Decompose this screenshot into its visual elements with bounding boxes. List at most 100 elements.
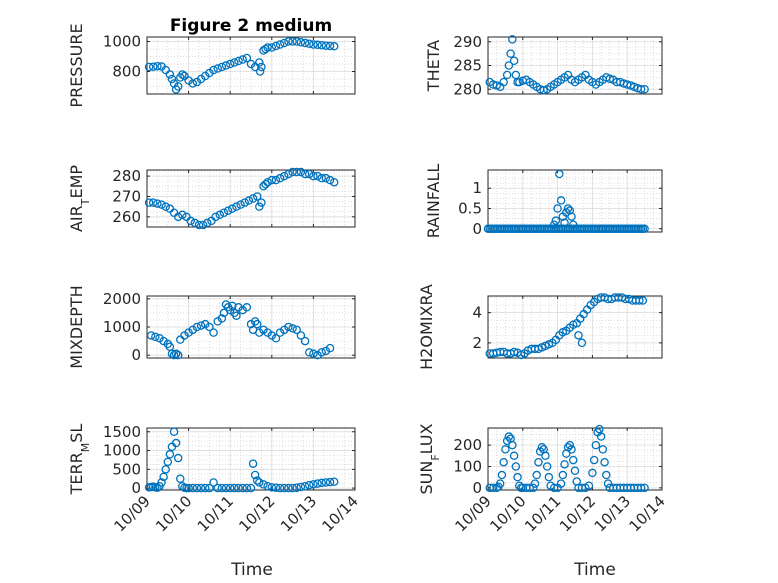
figure-title: Figure 2 medium [170, 16, 332, 36]
data-point [196, 321, 206, 330]
data-point [292, 325, 302, 335]
data-point [304, 480, 314, 490]
data-point [234, 483, 243, 493]
data-point [508, 440, 517, 450]
data-point [304, 39, 314, 49]
data-point [309, 480, 318, 489]
data-point [148, 62, 158, 71]
subplot-4: 0 0.5 1 RAINFALL [424, 164, 663, 239]
data-point [542, 462, 552, 471]
data-point [530, 479, 540, 488]
y-axis-label: AIRTEMP [67, 165, 92, 232]
data-point [225, 59, 235, 69]
y-tick-label: 100 [453, 457, 482, 475]
data-point [292, 37, 302, 46]
data-point [271, 175, 281, 185]
y-tick-label: 0.5 [458, 199, 482, 217]
y-axis-label-subscript: F [429, 454, 442, 460]
data-point [173, 350, 183, 360]
data-point [184, 483, 193, 493]
y-axis-label-part: PRESSURE [67, 23, 86, 107]
data-point [525, 483, 535, 493]
data-point [221, 483, 231, 493]
y-axis-label-subscript: T [79, 198, 92, 206]
y-tick-label: 0 [472, 479, 482, 497]
data-point [255, 67, 265, 76]
data-point [528, 483, 538, 493]
data-point [288, 37, 297, 46]
data-point [169, 350, 179, 360]
data-point [171, 438, 181, 448]
data-point [200, 483, 210, 493]
y-axis-label: THETA [424, 40, 443, 92]
data-point [636, 85, 646, 94]
data-point [271, 483, 281, 492]
data-point [513, 472, 522, 482]
data-point [325, 41, 335, 51]
data-point [167, 74, 177, 84]
data-point [205, 483, 214, 493]
y-axis-label: H2OMIXRA [417, 284, 436, 370]
y-axis-label-part: RAINFALL [424, 164, 443, 239]
data-point [259, 480, 268, 489]
y-axis-label-part: AIR [67, 205, 86, 232]
data-point [300, 169, 310, 179]
data-point [565, 206, 575, 215]
data-point [497, 470, 507, 480]
data-point [502, 70, 512, 80]
subplot-5: 0 1000 2000 MIXDEPTH [67, 285, 356, 369]
data-point [255, 202, 264, 211]
y-axis-label-part: SUN [417, 461, 436, 495]
data-point [638, 296, 648, 305]
y-tick-label: 290 [453, 33, 482, 51]
data-point [161, 65, 170, 75]
data-point [589, 455, 599, 465]
data-point [304, 348, 314, 357]
data-point [242, 483, 252, 493]
data-point [541, 451, 550, 461]
data-point [157, 478, 166, 487]
data-point [163, 457, 173, 467]
x-axis-label-left: Time [230, 560, 273, 580]
data-point [173, 453, 183, 463]
data-series [485, 35, 649, 95]
x-axis-label-right: Time [573, 560, 616, 580]
data-point [549, 483, 559, 493]
data-point [300, 481, 310, 491]
subplot-2: 280 285 290 THETA [424, 33, 663, 98]
data-point [511, 462, 521, 471]
y-axis-label: TERRMSL [67, 424, 92, 496]
data-point [250, 62, 260, 72]
data-point [261, 44, 270, 54]
data-point [213, 483, 222, 493]
data-point [509, 451, 519, 461]
subplot-3: 260 270 280 AIRTEMP [67, 165, 356, 232]
data-point [325, 477, 335, 487]
y-tick-label: 500 [112, 460, 141, 478]
y-tick-label: 270 [112, 187, 141, 205]
data-point [296, 331, 306, 340]
data-point [209, 478, 218, 487]
data-point [280, 171, 289, 181]
data-point [242, 53, 252, 63]
y-axis-label: SUNFLUX [417, 423, 442, 494]
data-point [280, 483, 289, 493]
data-series [483, 169, 649, 234]
data-point [296, 167, 306, 177]
data-point [317, 173, 326, 183]
y-tick-label: 0 [131, 346, 141, 364]
data-point [203, 218, 212, 228]
data-point [300, 336, 310, 346]
y-tick-label: 260 [112, 208, 141, 226]
y-axis-label: MIXDEPTH [67, 285, 86, 368]
data-point [242, 303, 252, 312]
data-point [501, 445, 510, 454]
data-point [495, 479, 505, 488]
data-point [250, 470, 260, 480]
data-point [275, 173, 285, 183]
data-point [504, 61, 514, 70]
data-series [485, 424, 649, 493]
data-point [257, 198, 266, 207]
data-point [640, 483, 649, 493]
